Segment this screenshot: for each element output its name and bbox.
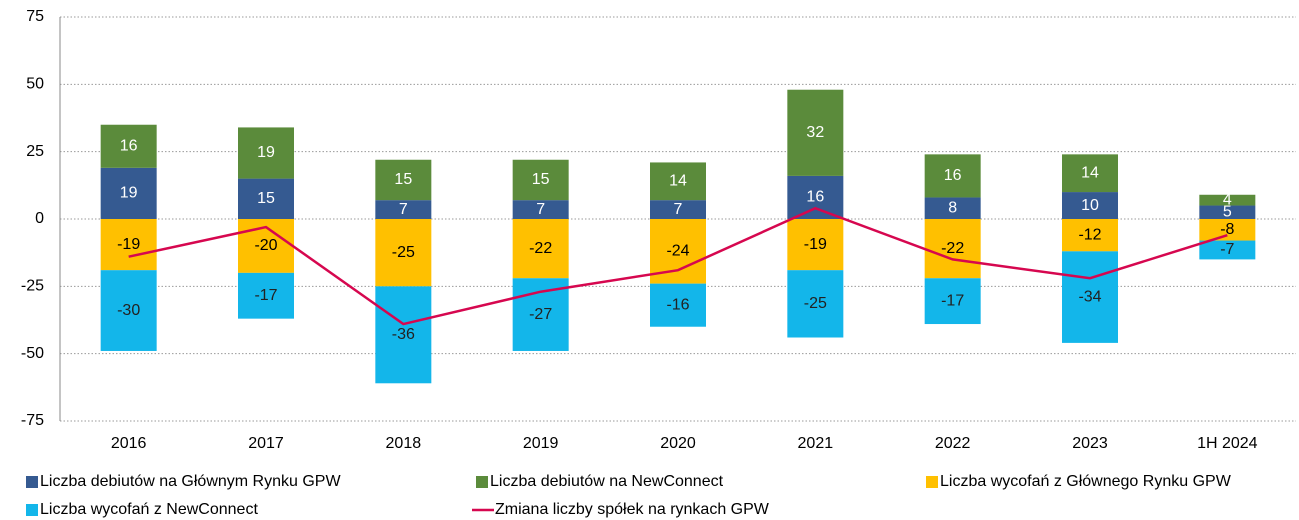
bar-segment xyxy=(787,270,844,338)
value-label: 5 xyxy=(1223,203,1232,220)
value-label: 4 xyxy=(1223,191,1232,208)
bar-segment xyxy=(1062,251,1118,343)
bar-segment xyxy=(924,278,981,325)
y-tick-label: 25 xyxy=(26,143,44,160)
y-tick-label: 50 xyxy=(26,76,44,93)
x-tick-label: 2019 xyxy=(523,435,559,452)
value-label: -7 xyxy=(1220,241,1234,258)
value-label: -16 xyxy=(666,296,689,313)
bar-segment xyxy=(787,89,844,176)
bar-segment xyxy=(375,286,432,384)
value-label: -25 xyxy=(392,244,415,261)
bar-segment xyxy=(924,219,981,279)
value-label: 32 xyxy=(806,124,824,141)
legend-swatch xyxy=(26,476,38,488)
bar-segment xyxy=(100,124,157,168)
bar-segment xyxy=(100,219,157,271)
bar-segment xyxy=(650,162,706,201)
value-label: 7 xyxy=(674,201,683,218)
y-tick-label: -50 xyxy=(21,345,44,362)
value-label: 19 xyxy=(257,144,275,161)
bar-segment xyxy=(100,167,157,219)
value-label: -22 xyxy=(529,240,552,257)
value-label: 16 xyxy=(944,167,962,184)
value-label: 7 xyxy=(536,201,545,218)
bar-segment xyxy=(238,272,294,319)
bar-segment xyxy=(924,154,981,198)
x-tick-label: 2018 xyxy=(386,435,422,452)
bar-segment xyxy=(238,127,294,179)
bar-segment xyxy=(100,270,157,351)
value-label: -8 xyxy=(1220,221,1234,238)
value-label: 19 xyxy=(120,185,138,202)
legend-label: Liczba debiutów na NewConnect xyxy=(490,473,724,490)
value-label: 14 xyxy=(669,173,687,190)
value-label: -34 xyxy=(1078,288,1101,305)
y-tick-label: 0 xyxy=(35,210,44,227)
legend-label: Liczba wycofań z NewConnect xyxy=(40,501,258,518)
value-label: -25 xyxy=(804,295,827,312)
value-label: 7 xyxy=(399,201,408,218)
legend-swatch xyxy=(926,476,938,488)
bar-segment xyxy=(924,197,981,219)
legend-label: Liczba debiutów na Głównym Rynku GPW xyxy=(40,473,341,490)
y-tick-label: -75 xyxy=(21,412,44,429)
value-label: 15 xyxy=(394,171,412,188)
x-tick-label: 2020 xyxy=(660,435,696,452)
x-tick-label: 2023 xyxy=(1072,435,1108,452)
bar-segment xyxy=(512,219,569,279)
value-label: -30 xyxy=(117,302,140,319)
y-tick-label: 75 xyxy=(26,8,44,25)
value-label: 10 xyxy=(1081,197,1099,214)
x-tick-label: 1H 2024 xyxy=(1197,435,1258,452)
bar-segment xyxy=(375,200,432,219)
bar-segment xyxy=(375,219,432,287)
x-tick-label: 2016 xyxy=(111,435,147,452)
bar-segment xyxy=(1199,219,1256,241)
x-tick-label: 2017 xyxy=(248,435,284,452)
bar-segment xyxy=(1062,154,1118,193)
bar-segment xyxy=(1199,240,1256,260)
legend-label: Liczba wycofań z Głównego Rynku GPW xyxy=(940,473,1232,490)
value-label: 15 xyxy=(257,190,275,207)
value-label: 8 xyxy=(948,199,957,216)
value-label: -20 xyxy=(254,237,277,254)
bar-segment xyxy=(787,175,844,219)
bar-segment xyxy=(1062,192,1118,219)
bar-segment xyxy=(650,200,706,219)
value-label: 14 xyxy=(1081,164,1099,181)
bar-segment xyxy=(512,278,569,351)
value-label: -27 xyxy=(529,306,552,323)
x-tick-label: 2021 xyxy=(798,435,834,452)
bar-segment xyxy=(1199,194,1256,206)
value-label: -12 xyxy=(1078,226,1101,243)
value-label: 16 xyxy=(120,137,138,154)
bar-segment xyxy=(512,200,569,219)
line-series xyxy=(128,206,1228,326)
value-label: 16 xyxy=(806,189,824,206)
value-label: -19 xyxy=(117,236,140,253)
bar-segment xyxy=(787,219,844,271)
value-label: -17 xyxy=(254,287,277,304)
bar-segment xyxy=(512,159,569,201)
bar-segment xyxy=(1062,219,1118,252)
value-label: -36 xyxy=(392,326,415,343)
value-label: -17 xyxy=(941,292,964,309)
value-label: -24 xyxy=(666,243,689,260)
bar-segment xyxy=(375,159,432,201)
value-label: -22 xyxy=(941,240,964,257)
value-label: -19 xyxy=(804,236,827,253)
value-label: 15 xyxy=(532,171,550,188)
legend-swatch xyxy=(26,504,38,516)
y-tick-label: -25 xyxy=(21,278,44,295)
bar-segment xyxy=(1199,205,1256,219)
bar-segment xyxy=(238,178,294,219)
x-tick-label: 2022 xyxy=(935,435,971,452)
legend-label: Zmiana liczby spółek na rynkach GPW xyxy=(495,501,770,518)
bar-segment xyxy=(650,283,706,327)
legend-swatch xyxy=(476,476,488,488)
